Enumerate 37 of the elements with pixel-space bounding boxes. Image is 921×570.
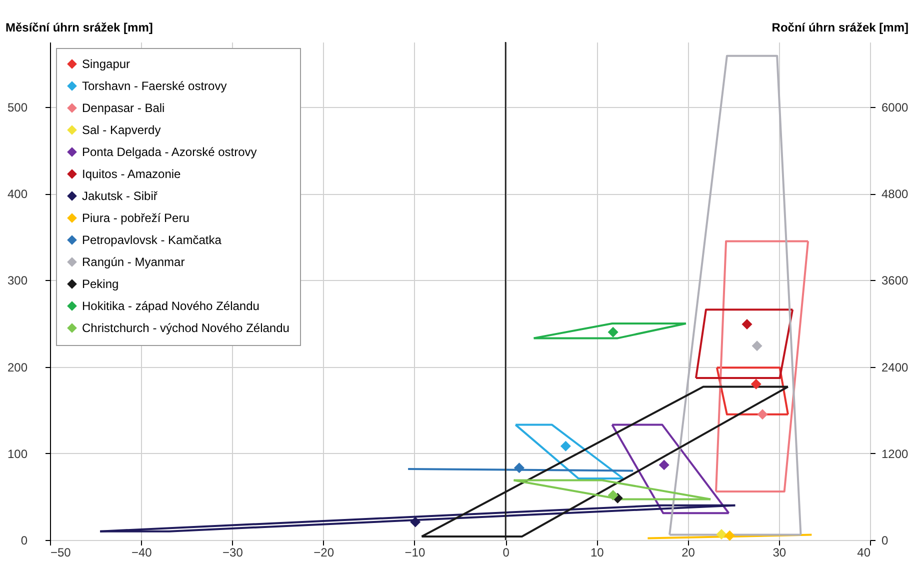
legend-label: Denpasar - Bali	[82, 101, 165, 115]
x-tick-label: −50	[50, 546, 72, 560]
x-tick-label: 30	[772, 546, 786, 560]
y2-tick-label: 0	[882, 534, 888, 548]
y2-axis-title: Roční úhrn srážek [mm]	[772, 20, 908, 34]
legend-label: Ponta Delgada - Azorské ostrovy	[82, 145, 257, 159]
x-tick-label: −30	[222, 546, 244, 560]
x-tick-label: 40	[857, 546, 871, 560]
y2-tick-label: 3600	[882, 274, 909, 288]
legend-label: Jakutsk - Sibiř	[82, 189, 158, 203]
y-tick-label: 100	[7, 446, 28, 461]
legend-label: Christchurch - východ Nového Zélandu	[82, 321, 290, 335]
y-tick-label: 400	[7, 187, 28, 202]
y2-tick-label: 1200	[882, 446, 909, 461]
x-tick-label: −10	[404, 546, 426, 560]
legend-label: Torshavn - Faerské ostrovy	[82, 79, 227, 93]
y-axis-title: Měsíční úhrn srážek [mm]	[6, 20, 153, 34]
x-tick-label: −20	[314, 546, 334, 560]
legend-label: Iquitos - Amazonie	[82, 167, 182, 181]
legend-label: Peking	[82, 277, 119, 291]
x-tick-label: −40	[131, 546, 152, 560]
legend-label: Rangún - Myanmar	[82, 255, 185, 269]
y-tick-label: 500	[7, 100, 28, 114]
x-tick-label: 20	[682, 546, 696, 560]
y2-tick-label: 4800	[882, 187, 909, 202]
legend-label: Hokitika - západ Nového Zélandu	[82, 299, 260, 313]
y2-tick-label: 2400	[882, 360, 909, 374]
y-tick-label: 200	[7, 360, 28, 374]
y-tick-label: 0	[20, 534, 28, 548]
x-tick-label: 0	[502, 546, 510, 560]
legend-label: Singapur	[82, 57, 130, 71]
legend-label: Sal - Kapverdy	[82, 123, 161, 137]
legend-label: Piura - pobřeží Peru	[82, 211, 190, 225]
legend-label: Petropavlovsk - Kamčatka	[82, 233, 222, 247]
x-tick-label: 10	[590, 546, 604, 560]
y2-tick-label: 6000	[882, 100, 909, 114]
y-tick-label: 300	[7, 274, 28, 288]
